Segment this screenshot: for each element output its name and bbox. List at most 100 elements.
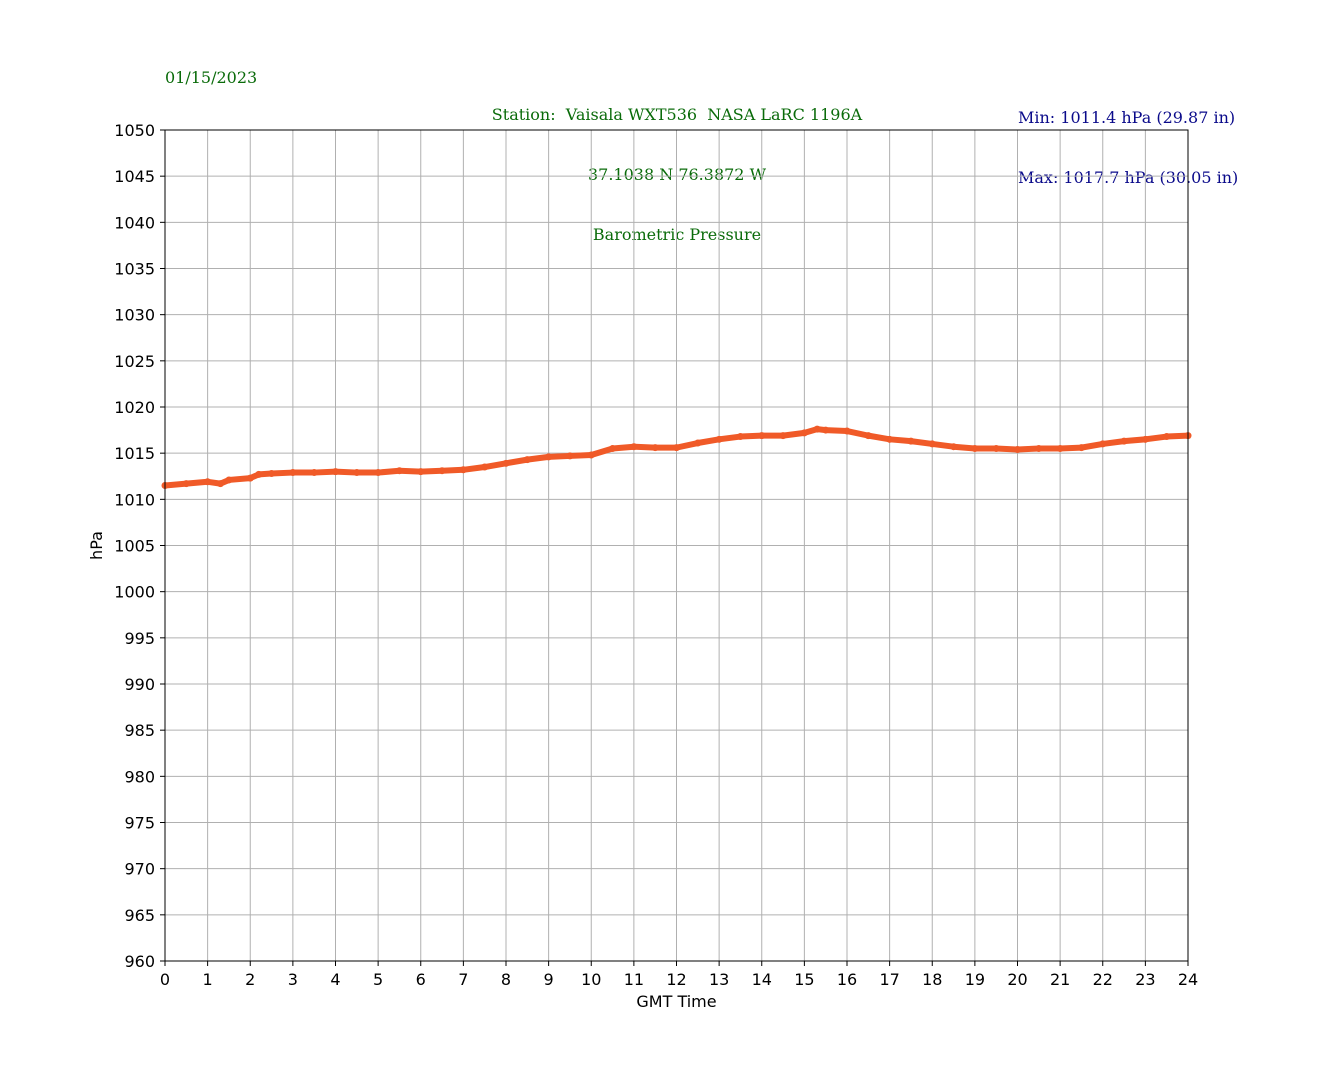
data-point (332, 468, 339, 476)
y-tick-label: 1045 (114, 167, 155, 186)
y-tick-label: 1015 (114, 444, 155, 463)
data-point (630, 443, 638, 451)
y-tick-label: 1050 (114, 121, 155, 140)
x-tick-label: 12 (666, 970, 686, 989)
data-point (204, 478, 212, 486)
y-tick-label: 1040 (114, 213, 155, 232)
x-tick-label: 7 (458, 970, 468, 989)
data-point (310, 469, 318, 477)
y-tick-label: 1020 (114, 398, 155, 417)
x-tick-label: 6 (416, 970, 426, 989)
x-axis: 0 1 2 3 4 5 6 7 8 9 10 11 12 13 14 15 16 17 18 19 20 21 22 23 24 (160, 961, 1198, 989)
data-point (736, 433, 744, 441)
data-point (438, 467, 446, 475)
data-point (1014, 445, 1021, 453)
x-tick-label: 4 (330, 970, 340, 989)
y-tick-label: 1030 (114, 306, 155, 325)
data-point (694, 439, 702, 447)
data-point (971, 445, 979, 453)
data-point (459, 466, 467, 474)
y-tick-label: 1005 (114, 537, 155, 556)
x-tick-label: 18 (922, 970, 942, 989)
data-point (268, 469, 276, 477)
data-point (800, 429, 808, 437)
x-tick-label: 23 (1135, 970, 1155, 989)
x-tick-label: 17 (879, 970, 899, 989)
series-layer (161, 425, 1192, 489)
data-point (1163, 433, 1171, 441)
data-point (216, 480, 224, 488)
data-point (353, 469, 361, 477)
data-point (587, 451, 595, 459)
data-point (182, 480, 190, 488)
grid (164, 129, 1189, 962)
data-point (374, 469, 382, 477)
x-tick-label: 2 (245, 970, 255, 989)
data-point (907, 437, 915, 445)
data-point (289, 469, 297, 477)
chart-title-block: Station: Vaisala WXT536 NASA LaRC 1196A … (492, 65, 862, 265)
data-point (545, 453, 553, 461)
y-tick-label: 970 (124, 860, 155, 879)
x-tick-label: 10 (581, 970, 601, 989)
y-tick-label: 975 (124, 814, 155, 833)
x-tick-label: 22 (1093, 970, 1113, 989)
data-point (758, 432, 766, 440)
data-point (864, 432, 872, 440)
data-point (609, 445, 617, 453)
data-point (992, 445, 1000, 453)
y-tick-label: 1000 (114, 583, 155, 602)
x-tick-label: 3 (288, 970, 298, 989)
data-point (395, 467, 403, 475)
y-tick-label: 960 (124, 952, 155, 971)
x-tick-label: 20 (1007, 970, 1027, 989)
x-tick-label: 16 (837, 970, 857, 989)
data-point (1077, 444, 1085, 452)
data-point (481, 463, 489, 471)
data-point (928, 440, 936, 448)
chart-title: Barometric Pressure (592, 225, 762, 244)
data-point (523, 456, 531, 464)
x-tick-label: 11 (624, 970, 644, 989)
data-point (779, 432, 787, 440)
x-tick-label: 14 (752, 970, 772, 989)
data-point (715, 435, 723, 443)
data-point (502, 459, 510, 467)
data-point (255, 470, 263, 478)
y-tick-label: 990 (124, 675, 155, 694)
y-axis: 960 965 970 975 980 985 990 995 1000 1005 1010 1015… (114, 121, 165, 971)
data-point (673, 444, 680, 452)
data-point (843, 427, 851, 435)
data-point (566, 452, 574, 460)
data-point (1056, 445, 1064, 453)
x-tick-label: 15 (794, 970, 814, 989)
data-point (1120, 437, 1128, 445)
x-tick-label: 5 (373, 970, 383, 989)
x-tick-label: 19 (965, 970, 985, 989)
data-point (651, 444, 659, 452)
x-tick-label: 24 (1178, 970, 1198, 989)
data-point (1141, 435, 1149, 443)
min-max-block: Min: 1011.4 hPa (29.87 in) Max: 1017.7 h… (1018, 68, 1238, 208)
data-point (1035, 445, 1043, 453)
data-point (822, 426, 830, 434)
y-tick-label: 1010 (114, 490, 155, 509)
data-point (950, 443, 958, 451)
x-axis-label: GMT Time (636, 992, 716, 1011)
y-tick-label: 980 (124, 767, 155, 786)
station-line: Station: Vaisala WXT536 NASA LaRC 1196A (491, 105, 863, 124)
data-point (417, 468, 425, 476)
x-tick-label: 13 (709, 970, 729, 989)
y-tick-label: 985 (124, 721, 155, 740)
max-value: Max: 1017.7 hPa (30.05 in) (1018, 168, 1239, 187)
y-tick-label: 1035 (114, 260, 155, 279)
x-tick-label: 8 (501, 970, 511, 989)
x-tick-label: 0 (160, 970, 170, 989)
x-tick-label: 21 (1050, 970, 1070, 989)
y-tick-label: 995 (124, 629, 155, 648)
x-tick-label: 9 (544, 970, 554, 989)
y-tick-label: 1025 (114, 352, 155, 371)
date-label: 01/15/2023 (165, 68, 258, 87)
y-tick-label: 965 (124, 906, 155, 925)
